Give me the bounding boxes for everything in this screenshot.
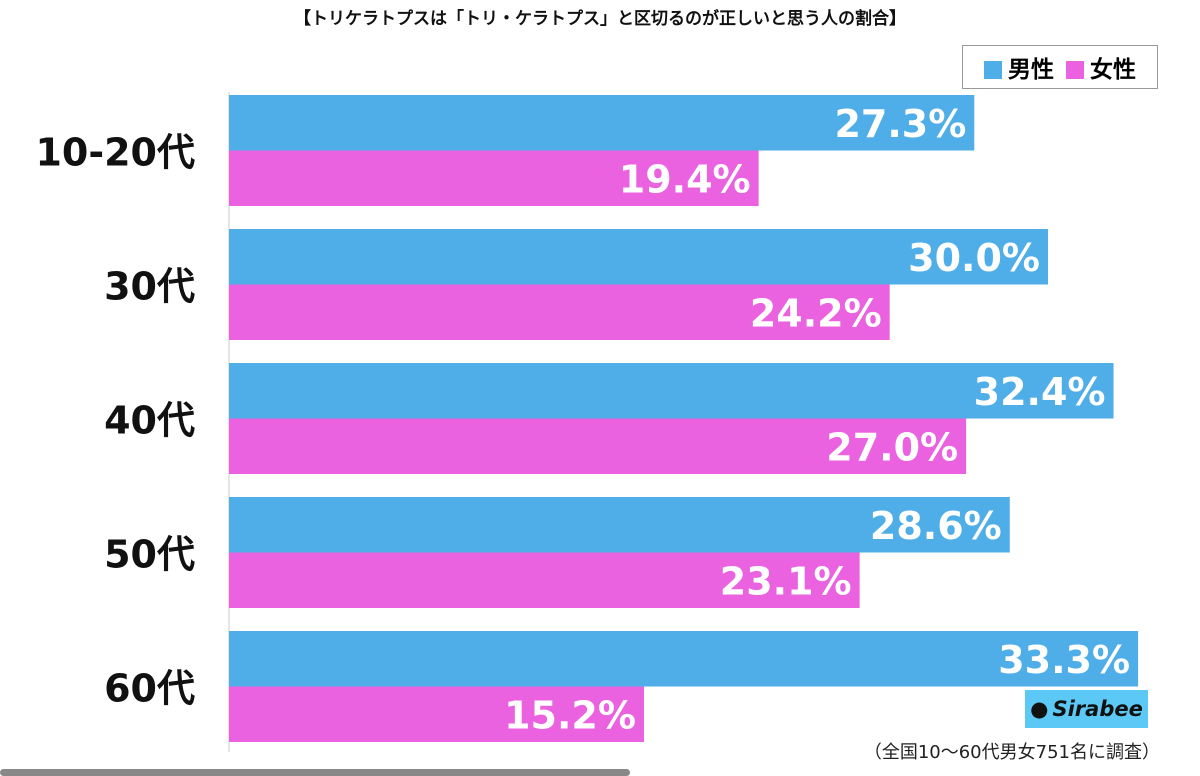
bar — [229, 229, 1048, 285]
category-label: 50代 — [104, 533, 195, 577]
bar — [229, 363, 1114, 419]
category-label: 30代 — [104, 265, 195, 309]
data-label: 30.0% — [908, 236, 1040, 280]
data-label: 23.1% — [720, 559, 852, 603]
data-label: 32.4% — [974, 370, 1106, 414]
data-label: 27.3% — [834, 102, 966, 146]
data-label: 28.6% — [870, 504, 1002, 548]
bar — [229, 150, 759, 206]
category-label: 40代 — [104, 399, 195, 443]
chart-title: 【トリケラトプスは「トリ・ケラトプス」と区切るのが正しいと思う人の割合】 — [294, 9, 906, 29]
category-label: 60代 — [104, 667, 195, 711]
bar — [229, 552, 860, 608]
legend-item-male: 男性 — [984, 50, 1054, 84]
data-label: 33.3% — [998, 638, 1130, 682]
data-label: 24.2% — [750, 291, 882, 335]
bar — [229, 631, 1139, 687]
legend-label-female: 女性 — [1090, 57, 1136, 83]
horizontal-scrollbar[interactable] — [0, 769, 630, 776]
data-label: 15.2% — [504, 693, 636, 737]
bar — [229, 686, 644, 742]
legend-swatch-male — [984, 61, 1002, 79]
bar — [229, 95, 975, 151]
data-label: 27.0% — [826, 425, 958, 469]
survey-note: （全国10～60代男女751名に調査） — [863, 742, 1160, 763]
legend-swatch-female — [1066, 61, 1084, 79]
bar — [229, 418, 967, 474]
legend-item-female: 女性 — [1066, 50, 1136, 84]
legend-label-male: 男性 — [1008, 57, 1054, 83]
bar — [229, 497, 1010, 553]
bar — [229, 284, 890, 340]
category-label: 10-20代 — [35, 131, 195, 175]
sirabee-logo: ● Sirabee — [1025, 690, 1148, 728]
legend: 男性 女性 — [962, 45, 1158, 89]
logo-mark-icon: ● — [1030, 697, 1049, 721]
data-label: 19.4% — [619, 157, 751, 201]
